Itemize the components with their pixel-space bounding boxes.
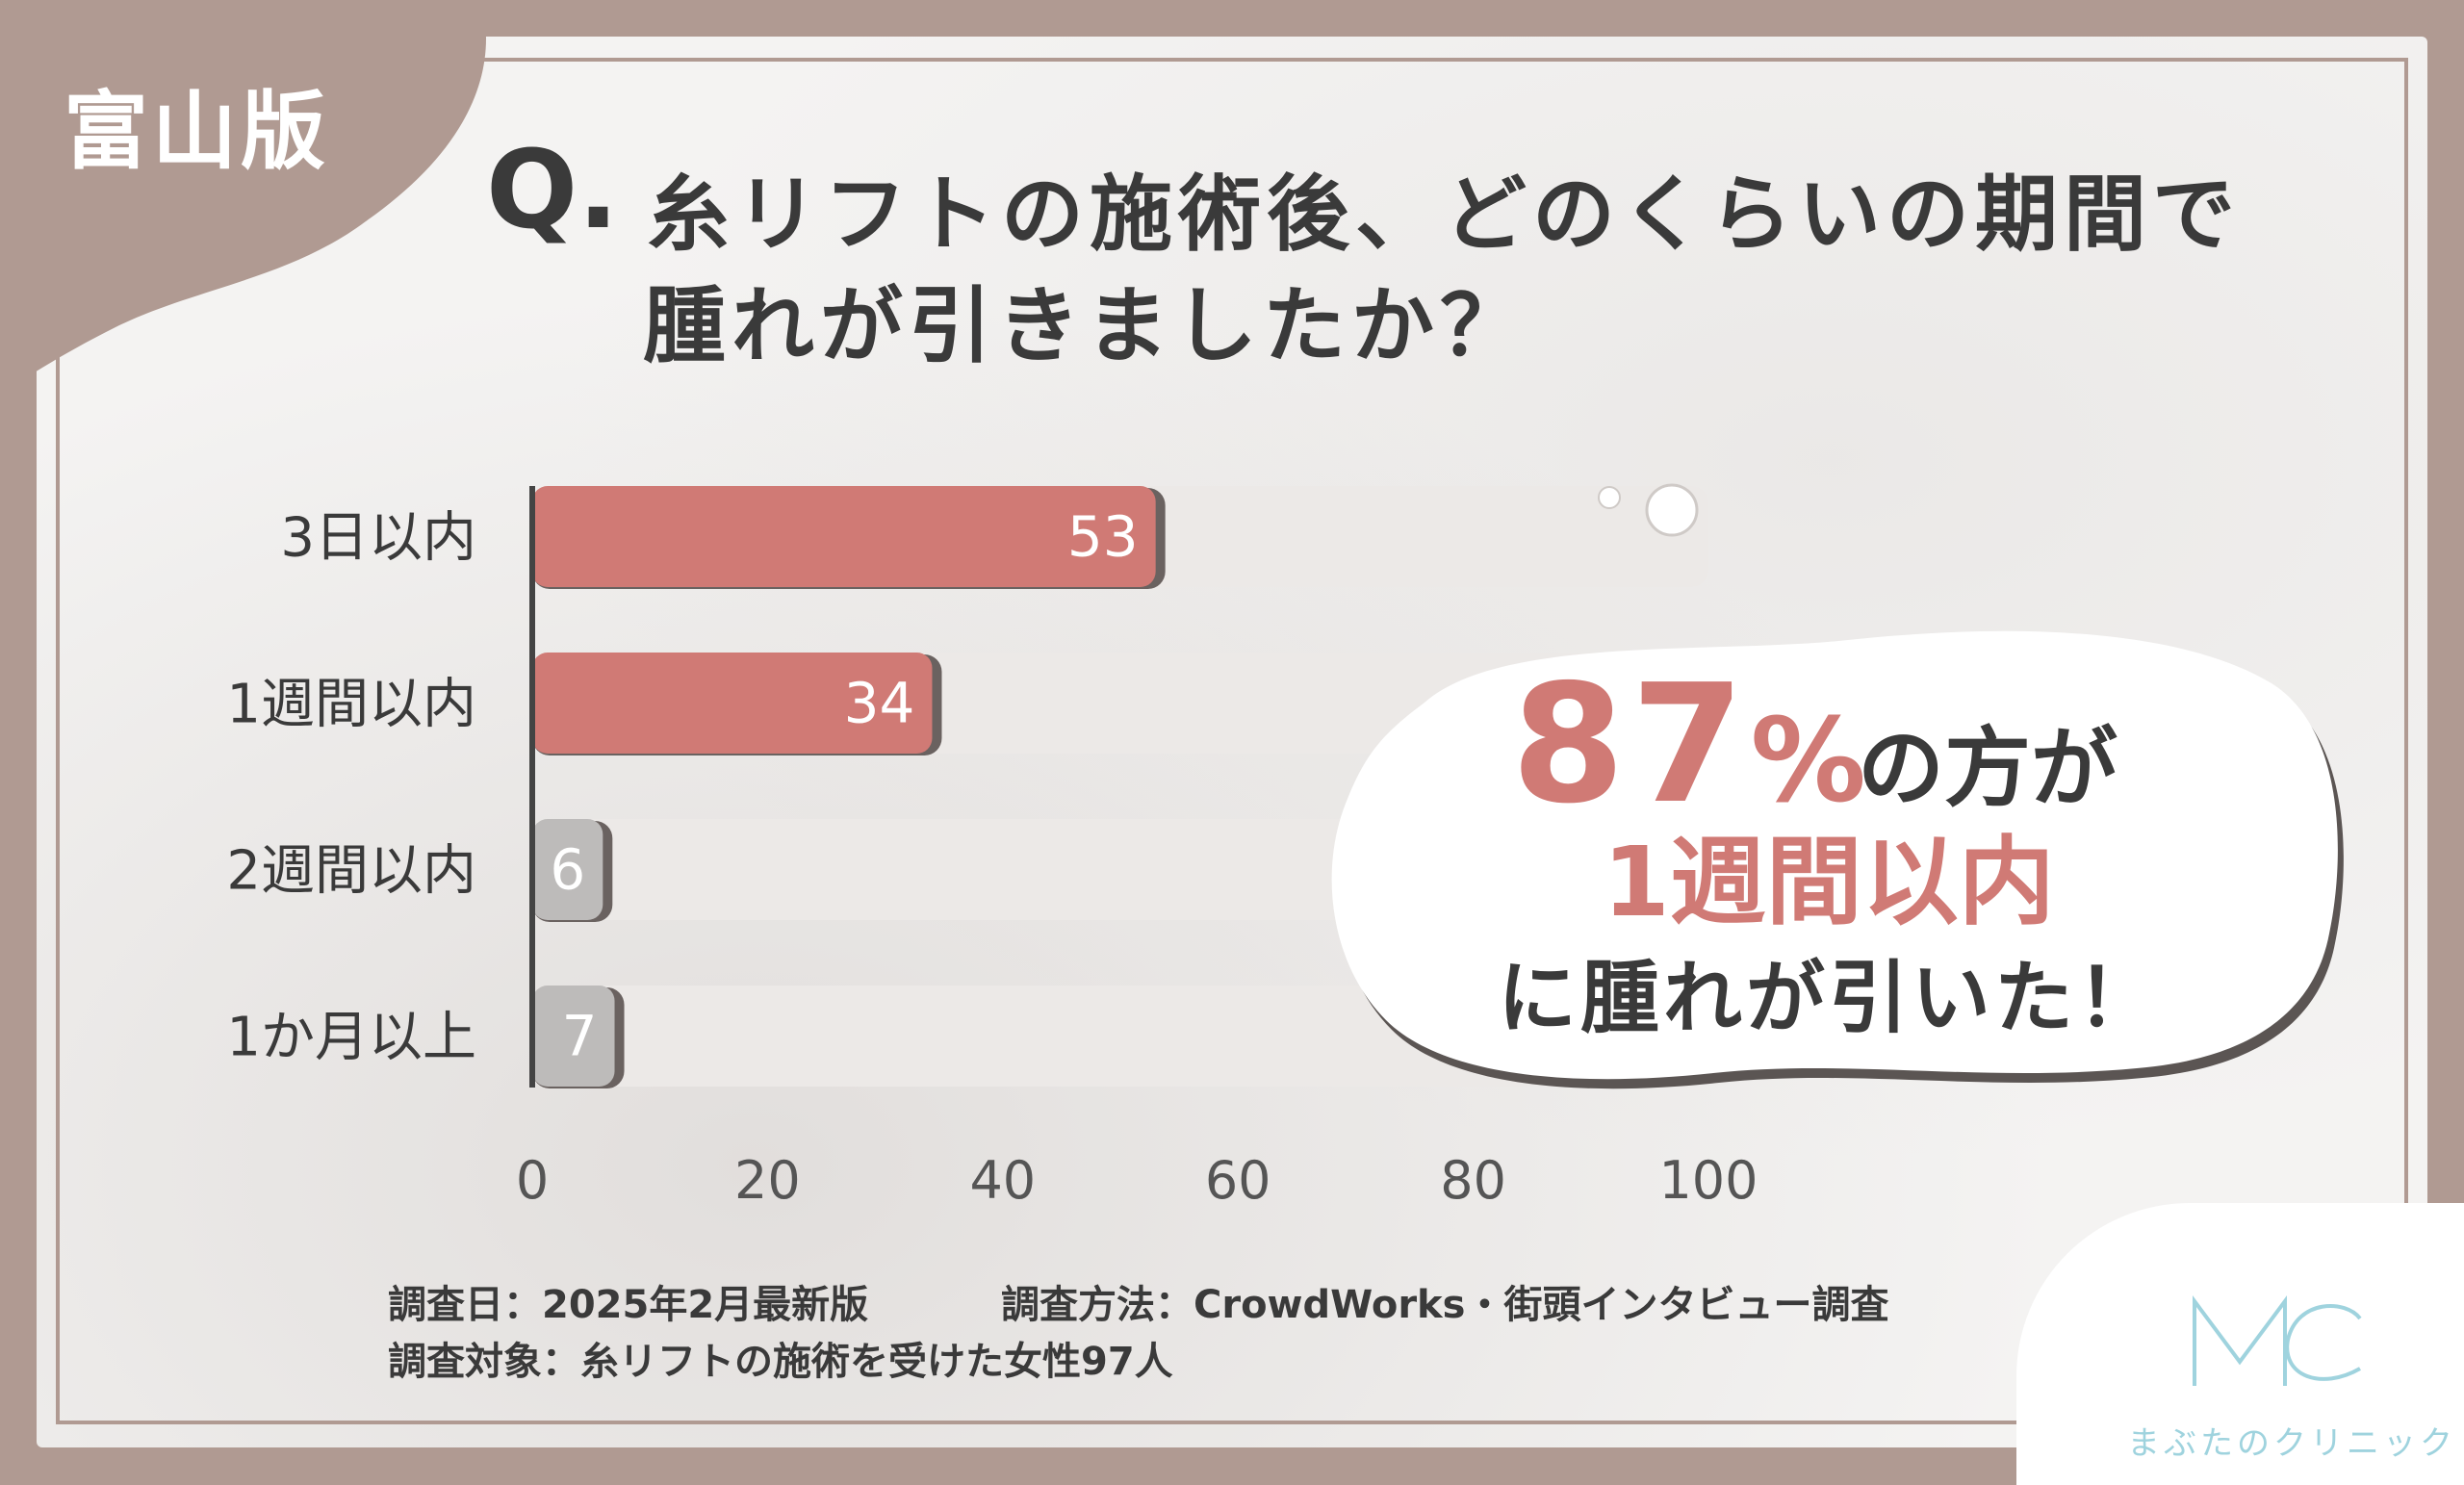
bar-value-label: 34 xyxy=(844,671,915,736)
survey-target: 調査対象：糸リフトの施術を受けた女性97人 xyxy=(388,1340,1173,1384)
callout-shape xyxy=(1331,630,2344,1089)
corner-blob xyxy=(0,0,486,395)
survey-date: 調査日：2025年2月最新版 xyxy=(388,1283,869,1327)
logo-background xyxy=(2016,1203,2464,1485)
decor-bubble-large xyxy=(1645,483,1699,537)
bar-value-label: 7 xyxy=(562,1004,598,1069)
clinic-logo-mark xyxy=(2193,1294,2362,1386)
callout-percent-sign: % xyxy=(1750,695,1872,829)
question-title-line2: 腫れが引きましたか？ xyxy=(643,278,1528,374)
bar-4 xyxy=(532,986,615,1087)
callout-percent-value: 87 xyxy=(1511,650,1751,840)
x-tick-label: 60 xyxy=(1205,1150,1271,1211)
clinic-name: まぶたのクリニック xyxy=(2127,1424,2456,1463)
x-tick-label: 20 xyxy=(734,1150,801,1211)
x-tick-label: 80 xyxy=(1440,1150,1506,1211)
x-tick-label: 0 xyxy=(516,1150,549,1211)
callout-text-2: 1週間以内 xyxy=(1603,826,2055,938)
bar-3 xyxy=(532,819,603,920)
question-mark-label: Q. xyxy=(486,128,619,253)
decor-bubble-small xyxy=(1598,486,1621,509)
category-label: 1か月以上 xyxy=(226,1007,476,1069)
callout-bubble: 87% の方が 1週間以内 に腫れが引いた！ xyxy=(1309,616,2348,1097)
inner-frame xyxy=(56,58,2408,1424)
category-labels: 3日以内 1週間以内 2週間以内 1か月以上 xyxy=(226,507,476,1069)
question-title-line1: 糸リフトの施術後、どのくらいの期間で xyxy=(647,166,2241,263)
bar-1 xyxy=(532,486,1156,587)
region-badge: 富山版 xyxy=(64,82,330,181)
bar-value-label: 53 xyxy=(1067,504,1139,570)
bar-value-label: 6 xyxy=(550,837,585,903)
callout-percent: 87% xyxy=(1511,650,1872,840)
category-label: 3日以内 xyxy=(280,507,476,570)
category-label: 2週間以内 xyxy=(226,840,476,903)
x-tick-label: 40 xyxy=(969,1150,1036,1211)
bar-2 xyxy=(532,653,933,754)
callout-text-3: に腫れが引いた！ xyxy=(1497,953,2160,1044)
x-tick-label: 100 xyxy=(1658,1150,1758,1211)
category-label: 1週間以内 xyxy=(226,674,476,736)
x-axis-ticks: 0 20 40 60 80 100 xyxy=(516,1150,1758,1211)
survey-method: 調査方法：CrowdWorks・街頭インタビュー調査 xyxy=(1001,1283,1889,1327)
callout-text-1: の方が xyxy=(1858,718,2118,819)
